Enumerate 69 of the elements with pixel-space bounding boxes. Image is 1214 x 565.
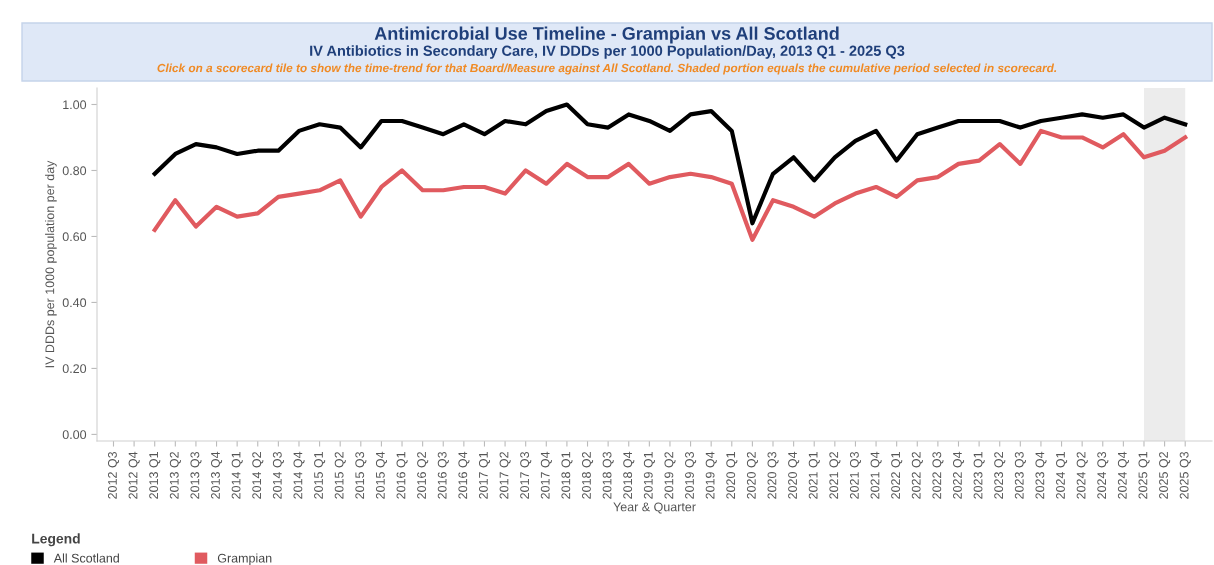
- x-tick-label: 2016 Q3: [437, 451, 449, 499]
- x-tick-label: 2025 Q1: [1138, 452, 1150, 499]
- x-tick-label: 2021 Q3: [849, 451, 862, 499]
- x-tick-label: 2022 Q1: [891, 452, 903, 499]
- x-tick-label: 2020 Q2: [746, 452, 758, 499]
- x-tick-label: 2024 Q1: [1056, 452, 1068, 499]
- x-tick-label: 2019 Q1: [643, 452, 655, 499]
- x-tick-label: 2014 Q3: [272, 451, 284, 499]
- x-tick-label: 2013 Q3: [190, 451, 202, 499]
- x-tick-label: 2015 Q2: [334, 452, 346, 499]
- x-tick-label: 2013 Q4: [211, 451, 223, 499]
- x-tick-label: 2014 Q4: [293, 451, 305, 499]
- legend-label: All Scotland: [53, 553, 119, 563]
- x-tick-label: 2016 Q1: [396, 452, 408, 499]
- x-tick-label: 2013 Q2: [169, 452, 181, 499]
- legend-label: Grampian: [217, 553, 272, 565]
- y-tick-label: 0.40: [62, 298, 87, 308]
- x-tick-label: 2021 Q2: [829, 452, 841, 499]
- y-tick-label: 0.00: [62, 430, 87, 440]
- x-tick-label: 2025 Q2: [1159, 452, 1171, 499]
- x-tick-label: 2015 Q3: [355, 451, 367, 499]
- x-tick-label: 2018 Q3: [602, 451, 614, 499]
- x-tick-label: 2017 Q1: [478, 452, 491, 499]
- x-tick-label: 2022 Q2: [911, 452, 923, 499]
- x-tick-label: 2012 Q4: [128, 451, 140, 499]
- x-tick-label: 2019 Q2: [664, 452, 676, 499]
- x-tick-label: 2018 Q1: [561, 452, 573, 499]
- x-tick-label: 2022 Q4: [953, 451, 965, 499]
- x-tick-label: 2023 Q1: [973, 452, 985, 499]
- chart-subtitle: IV Antibiotics in Secondary Care, IV DDDs per 1000 Population/Day, 2013 Q1 - 2025 Q3: [310, 45, 905, 59]
- x-tick-label: 2023 Q2: [994, 452, 1006, 499]
- x-tick-label: 2019 Q3: [685, 451, 697, 499]
- x-axis-title: Year & Quarter: [613, 502, 696, 514]
- y-tick-label: 0.20: [62, 364, 87, 374]
- y-tick-label: 0.60: [62, 232, 87, 242]
- x-tick-label: 2019 Q4: [705, 451, 717, 499]
- legend-title: Legend: [32, 533, 80, 547]
- x-tick-label: 2021 Q4: [870, 451, 882, 499]
- x-tick-label: 2012 Q3: [107, 451, 120, 499]
- x-tick-label: 2020 Q3: [767, 451, 779, 499]
- line-series: [152, 102, 1188, 226]
- x-tick-label: 2015 Q1: [314, 452, 326, 499]
- x-tick-label: 2024 Q4: [1117, 451, 1129, 499]
- x-tick-label: 2020 Q1: [726, 452, 738, 499]
- y-tick-label: 0.80: [62, 166, 87, 176]
- x-tick-label: 2017 Q2: [499, 452, 511, 499]
- x-tick-label: 2023 Q4: [1035, 451, 1047, 499]
- x-tick-label: 2018 Q4: [623, 451, 635, 499]
- x-tick-label: 2016 Q2: [417, 452, 429, 499]
- x-tick-label: 2013 Q1: [149, 452, 161, 499]
- x-tick-label: 2017 Q4: [540, 451, 552, 499]
- x-tick-label: 2014 Q1: [231, 452, 243, 499]
- x-tick-label: 2016 Q4: [458, 451, 470, 499]
- x-tick-label: 2022 Q3: [932, 451, 944, 499]
- y-tick-label: 1.00: [63, 100, 87, 110]
- chart-title: Antimicrobial Use Timeline - Grampian vs All Scotland: [374, 26, 839, 44]
- line-series: [152, 128, 1188, 242]
- x-tick-label: 2014 Q2: [252, 452, 264, 499]
- x-tick-label: 2025 Q3: [1179, 451, 1191, 499]
- y-axis-title: IV DDDs per 1000 population per day: [45, 160, 57, 368]
- x-tick-label: 2021 Q1: [808, 452, 820, 499]
- x-tick-label: 2024 Q3: [1097, 451, 1109, 499]
- x-tick-label: 2024 Q2: [1076, 452, 1088, 499]
- text: Click on a scorecard tile to show the time-trend for that Board/Measure against All Scotland. Shaded portion equals the cumulative period selected in scorecard.: [157, 63, 1057, 75]
- x-tick-label: 2015 Q4: [375, 451, 388, 499]
- x-tick-label: 2023 Q3: [1014, 451, 1026, 499]
- x-tick-label: 2017 Q3: [520, 451, 532, 499]
- x-tick-label: 2018 Q2: [582, 452, 594, 499]
- x-tick-label: 2020 Q4: [788, 451, 800, 499]
